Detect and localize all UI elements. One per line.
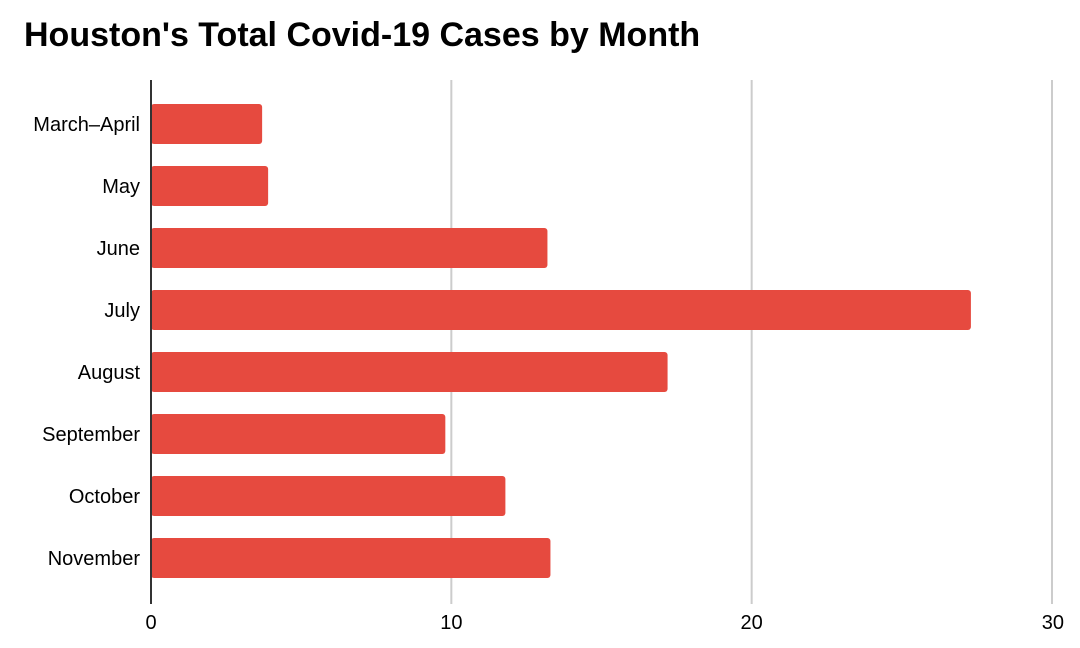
bar-june [151, 228, 548, 268]
bar-october [151, 476, 506, 516]
x-tick-label: 10 [440, 612, 462, 634]
category-label: March–April [33, 114, 140, 136]
category-label: July [104, 300, 140, 322]
category-label: August [78, 362, 141, 384]
bar-november [151, 538, 551, 578]
bar-august [151, 352, 668, 392]
bars [151, 104, 971, 578]
labels: 0 10 20 30 March–April May June July August Septe… [33, 114, 1064, 634]
bar-july [151, 290, 971, 330]
bar-may [151, 166, 269, 206]
gridlines [450, 80, 1053, 604]
bar-september [151, 414, 446, 454]
category-label: November [48, 548, 141, 570]
bar-march-april [151, 104, 263, 144]
x-tick-label: 20 [741, 612, 763, 634]
category-label: October [69, 486, 140, 508]
x-tick-label: 30 [1042, 612, 1064, 634]
category-label: September [42, 424, 140, 446]
x-tick-label: 0 [145, 612, 156, 634]
chart-title: Houston's Total Covid-19 Cases by Month [24, 16, 701, 54]
category-label: June [97, 238, 140, 260]
category-label: May [102, 176, 140, 198]
